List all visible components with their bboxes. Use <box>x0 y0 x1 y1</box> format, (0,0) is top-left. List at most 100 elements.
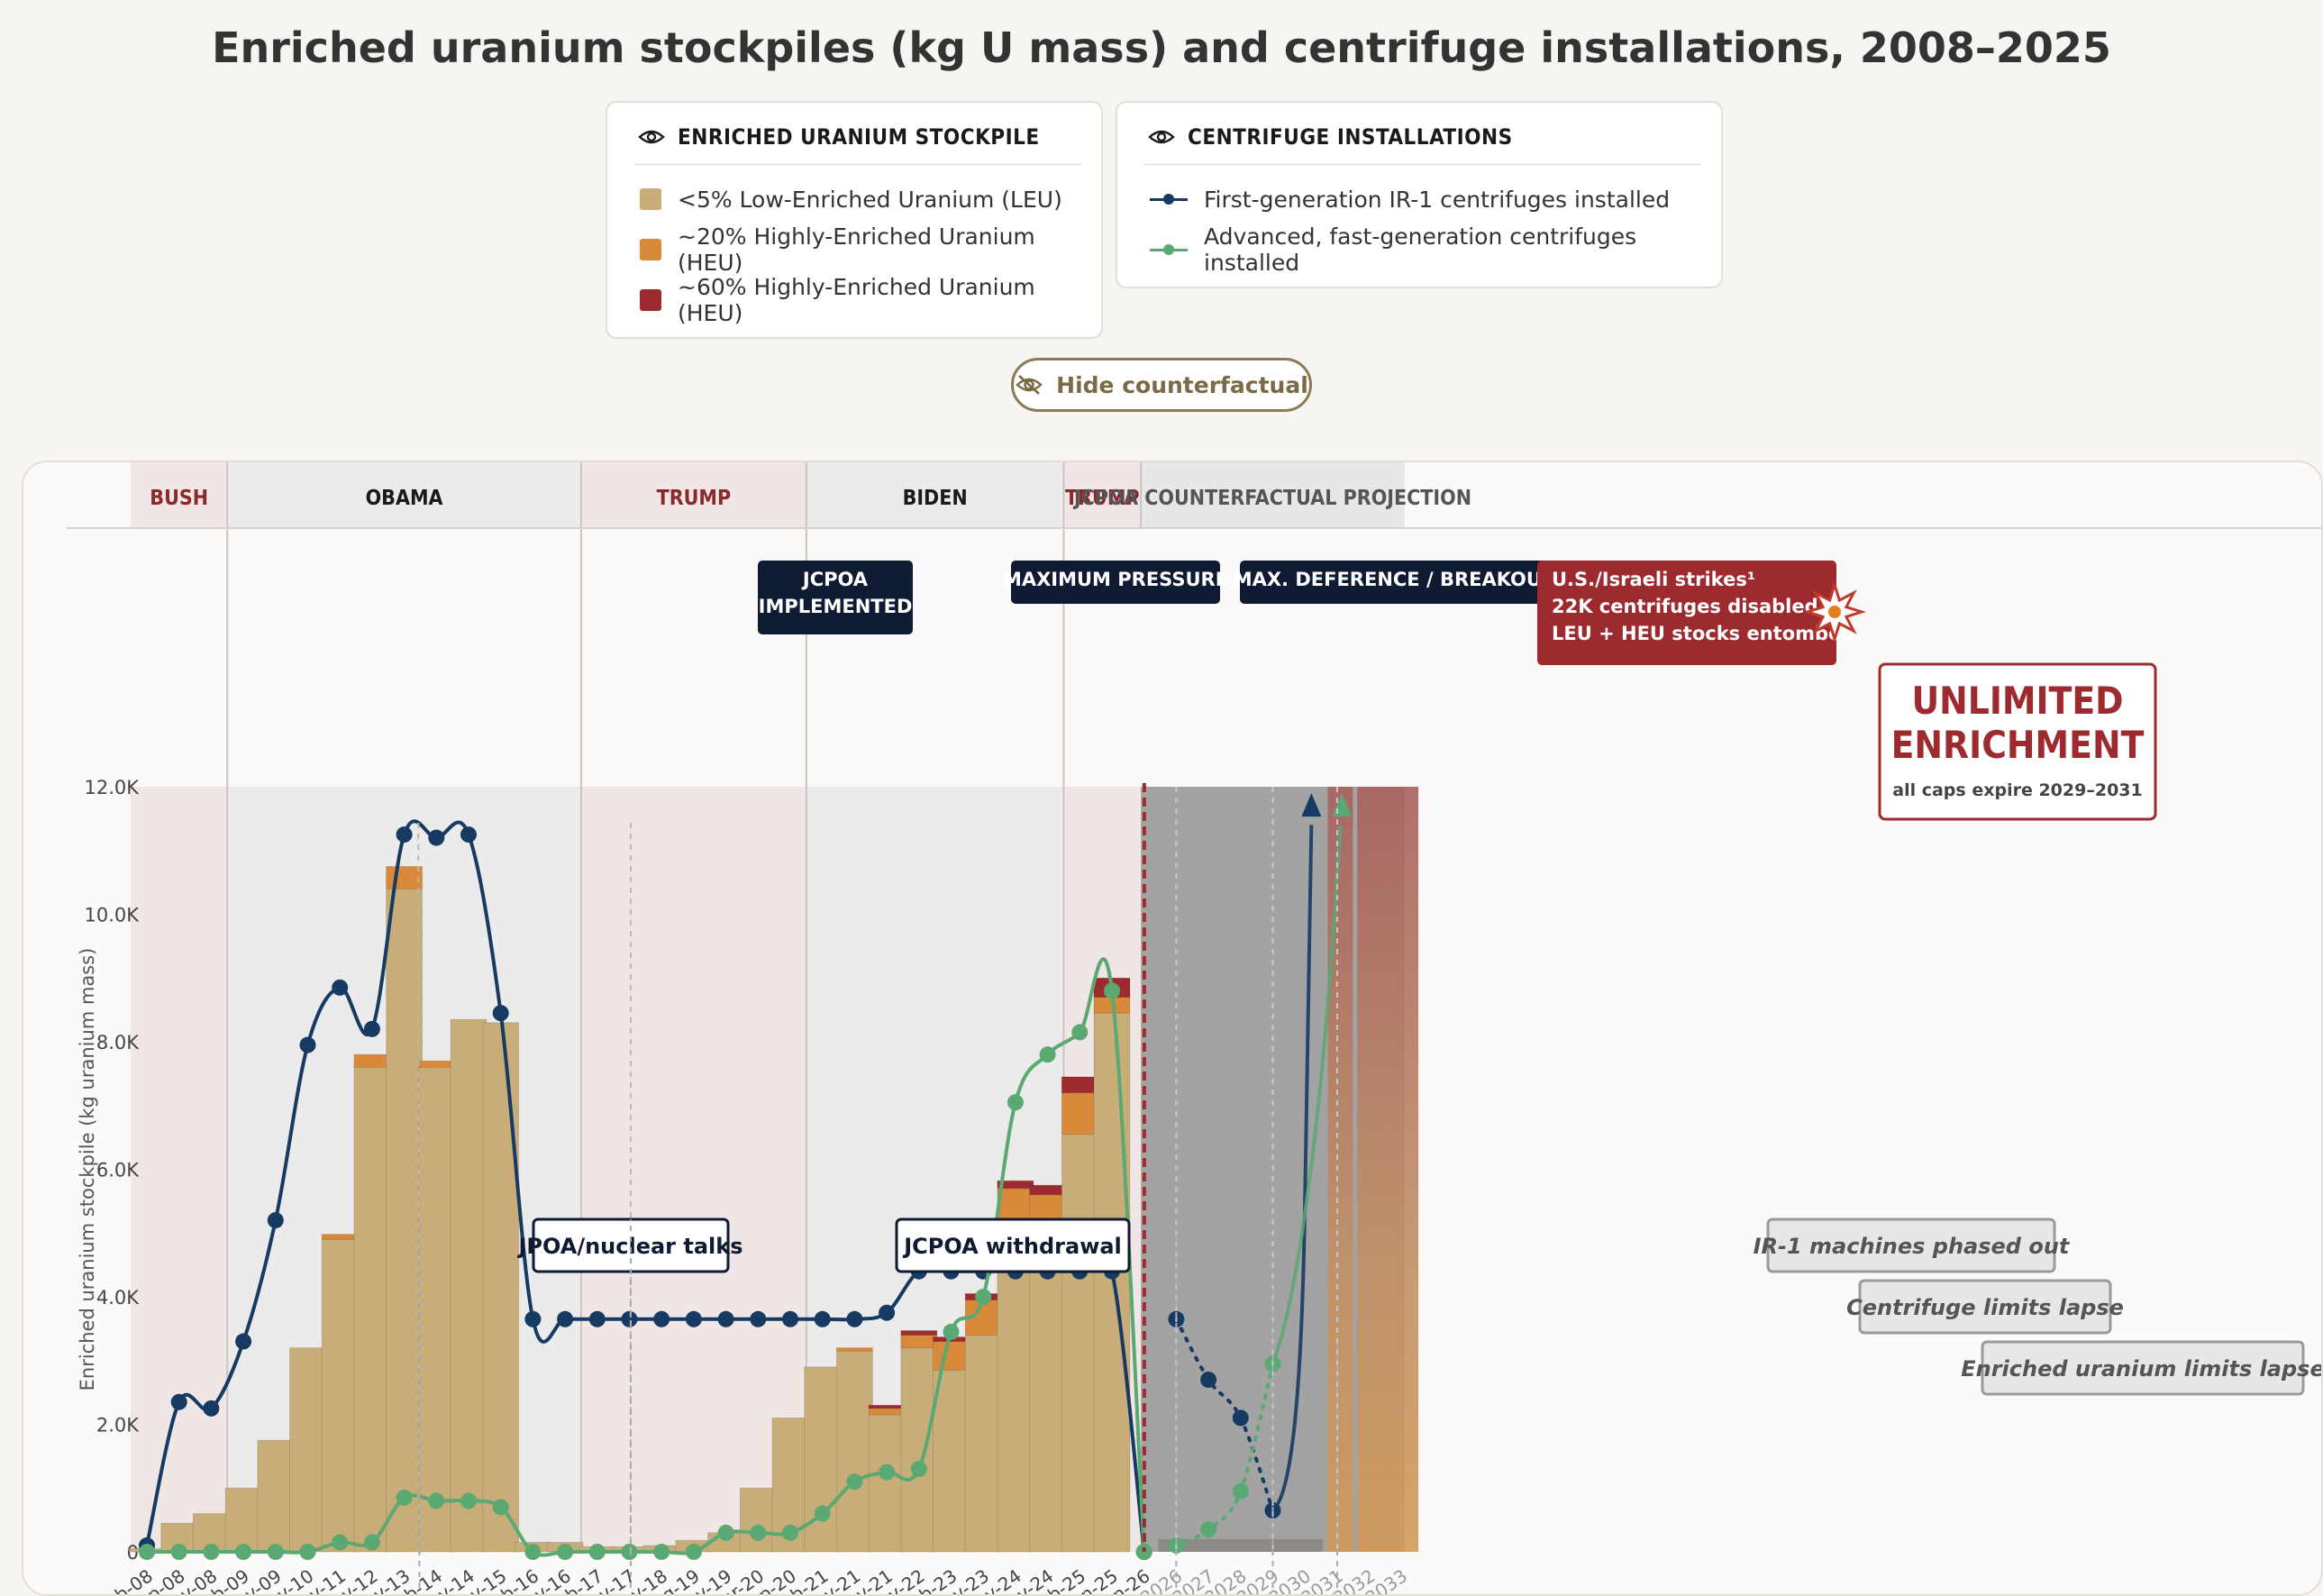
advanced-point <box>1071 1024 1089 1041</box>
ir1-point <box>588 1310 606 1327</box>
milestone-label: Enriched uranium limits lapse <box>1961 1356 2323 1382</box>
eye-off-icon <box>1016 375 1043 395</box>
ir1-point <box>846 1310 863 1327</box>
legend-item-heu20[interactable]: ~20% Highly-Enriched Uranium (HEU) <box>607 223 1101 276</box>
advanced-point <box>588 1544 606 1560</box>
legend-item-label: First-generation IR-1 centrifuges instal… <box>1204 186 1671 213</box>
milestone-uranium-limits <box>1981 1340 2305 1396</box>
advanced-point <box>1007 1094 1024 1111</box>
legend-item-leu[interactable]: <5% Low-Enriched Uranium (LEU) <box>607 174 1101 224</box>
centrifuge-legend-heading[interactable]: CENTRIFUGE INSTALLATIONS <box>1117 103 1721 164</box>
advanced-point <box>975 1289 992 1305</box>
ir1-point <box>653 1310 670 1327</box>
hide-counterfactual-button[interactable]: Hide counterfactual <box>1011 358 1312 412</box>
centrifuge-legend-title: CENTRIFUGE INSTALLATIONS <box>1188 124 1513 150</box>
bar-segment <box>900 1329 938 1336</box>
ir1-rising-arrow <box>1271 825 1314 1512</box>
bar-segment <box>1061 1134 1098 1553</box>
projection-glow-column <box>1388 787 1419 1552</box>
advanced-point <box>1104 982 1120 999</box>
bar-segment <box>868 1404 906 1409</box>
y-tick-label: 12.0K <box>84 777 140 798</box>
advanced-rising-arrow <box>1271 825 1343 1365</box>
bar-segment <box>417 1060 455 1068</box>
leu-swatch <box>640 188 661 210</box>
chart-title: Enriched uranium stockpiles (kg U mass) … <box>212 23 2111 72</box>
bar-segment <box>386 888 424 1553</box>
era-header-bg <box>1063 462 1142 527</box>
event-label-text: LEU + HEU stocks entombed <box>1552 623 1854 644</box>
ir1-point <box>332 979 349 996</box>
ir1-point <box>717 1310 734 1327</box>
advanced-point <box>267 1544 284 1560</box>
projection-line <box>1174 1317 1275 1513</box>
stockpile-legend-heading[interactable]: ENRICHED URANIUM STOCKPILE <box>607 103 1101 164</box>
ir1-point <box>363 1020 380 1037</box>
bar-segment <box>900 1334 938 1349</box>
event-label-text: U.S./Israeli strikes¹ <box>1552 569 1755 590</box>
bar-segment <box>964 1334 1002 1553</box>
bar-segment <box>997 1180 1034 1190</box>
ir1-line-swatch <box>1150 194 1188 205</box>
ir1-point <box>814 1310 831 1327</box>
advanced-point <box>943 1323 960 1340</box>
bar-segment <box>353 1053 391 1068</box>
stockpile-legend: ENRICHED URANIUM STOCKPILE <5% Low-Enric… <box>606 101 1103 339</box>
milestone-jcpoa-withdrawal <box>895 1218 1131 1273</box>
era-background <box>131 787 228 1552</box>
advanced-point <box>750 1524 767 1541</box>
event-strikes <box>1537 561 1836 665</box>
legend-item-label: Advanced, fast-generation centrifuges in… <box>1204 223 1637 276</box>
projection-line <box>1174 1362 1275 1547</box>
bar-segment <box>1190 1538 1227 1552</box>
projection-point <box>1200 1371 1217 1388</box>
advanced-point <box>557 1544 574 1560</box>
legend-divider <box>1144 164 1701 165</box>
bar-segment <box>450 1018 487 1553</box>
projection-point <box>1232 1409 1249 1427</box>
bar-segment <box>1287 1538 1324 1552</box>
era-header-bg <box>227 462 581 527</box>
y-tick-label: 6.0K <box>96 1160 140 1181</box>
toggle-label: Hide counterfactual <box>1056 371 1308 398</box>
advanced-point <box>332 1534 349 1551</box>
legend-item-advanced[interactable]: Advanced, fast-generation centrifuges in… <box>1117 223 1721 276</box>
bar-segment <box>353 1066 391 1553</box>
bar-segment <box>224 1487 262 1553</box>
advanced-point <box>879 1464 896 1481</box>
event-max-deference <box>1240 561 1548 604</box>
legend-item-heu60[interactable]: ~60% Highly-Enriched Uranium (HEU) <box>607 274 1101 326</box>
legend-item-ir1[interactable]: First-generation IR-1 centrifuges instal… <box>1117 174 1721 224</box>
y-axis-label: Enriched uranium stockpile (kg uranium m… <box>77 948 98 1391</box>
advanced-point <box>492 1499 509 1516</box>
ir1-point <box>524 1310 542 1327</box>
event-label-text: JCPOA <box>801 569 869 590</box>
event-maximum-pressure <box>1011 561 1220 604</box>
advanced-point <box>235 1544 252 1560</box>
advanced-point <box>910 1461 927 1478</box>
legend-item-label: ~60% Highly-Enriched Uranium (HEU) <box>678 274 1035 326</box>
era-header-bg <box>580 462 806 527</box>
event-label-text: IMPLEMENTED <box>759 596 913 617</box>
advanced-point <box>299 1544 316 1560</box>
bar-segment <box>933 1369 970 1553</box>
ir1-point <box>203 1400 220 1417</box>
legend-item-label: ~20% Highly-Enriched Uranium (HEU) <box>678 223 1035 276</box>
era-header-bg <box>1141 462 1405 527</box>
ir1-point <box>428 829 445 846</box>
heu20-swatch <box>640 239 661 260</box>
y-tick-label: 10.0K <box>84 905 140 926</box>
bar-segment <box>386 865 424 889</box>
legend-divider <box>634 164 1081 165</box>
era-header-bg <box>131 462 228 527</box>
milestone-label: JCPOA withdrawal <box>902 1234 1122 1259</box>
ir1-point <box>879 1304 896 1321</box>
advanced-point <box>621 1544 638 1560</box>
projection-point <box>1200 1521 1217 1538</box>
advanced-point <box>782 1524 798 1541</box>
milestone-centrifuge-limits <box>1858 1279 2112 1335</box>
stockpile-legend-title: ENRICHED URANIUM STOCKPILE <box>678 124 1040 150</box>
ir1-point <box>557 1310 574 1327</box>
bar-segment <box>289 1347 326 1553</box>
